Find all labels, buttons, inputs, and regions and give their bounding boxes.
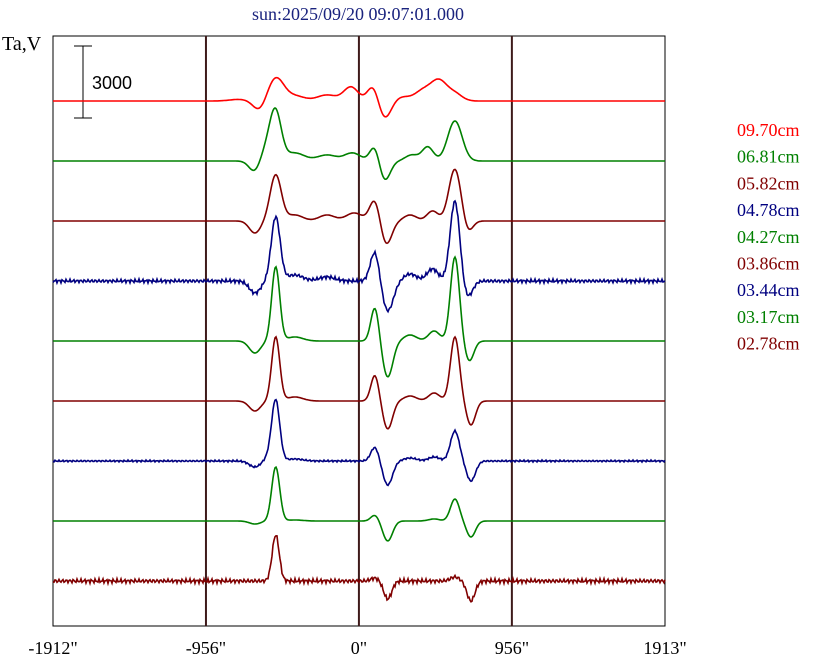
legend-entry: 04.27cm <box>737 227 800 247</box>
y-axis-label: Ta,V <box>2 33 42 55</box>
x-tick-label: 1913" <box>643 638 686 658</box>
scale-bar: 3000 <box>74 45 132 119</box>
series-line-09.70cm <box>53 76 665 118</box>
series-line-04.27cm <box>53 255 665 378</box>
series-line-04.78cm <box>52 199 666 314</box>
legend-entry: 03.86cm <box>737 254 800 274</box>
x-tick-label: -1912" <box>28 638 77 658</box>
legend-entry: 02.78cm <box>737 334 800 354</box>
legend-entry: 09.70cm <box>737 120 800 140</box>
scale-bar-label: 3000 <box>92 73 132 93</box>
series-line-03.44cm <box>52 398 666 487</box>
legend-entry: 06.81cm <box>737 147 800 167</box>
series-line-06.81cm <box>53 107 665 180</box>
series-line-03.17cm <box>53 465 665 542</box>
legend-entry: 03.17cm <box>737 307 800 327</box>
series-traces <box>52 76 666 603</box>
legend-entry: 05.82cm <box>737 173 800 193</box>
x-tick-label: 0" <box>351 638 367 658</box>
series-line-05.82cm <box>53 168 665 245</box>
x-tick-labels: -1912" -956" 0" 956" 1913" <box>28 638 686 658</box>
legend-entry: 04.78cm <box>737 200 800 220</box>
legend: 09.70cm 06.81cm 05.82cm 04.78cm 04.27cm 03.86… <box>737 120 800 354</box>
x-tick-label: 956" <box>495 638 529 658</box>
x-tick-label: -956" <box>186 638 226 658</box>
vertical-markers <box>204 36 513 626</box>
legend-entry: 03.44cm <box>737 280 800 300</box>
chart-title: sun:2025/09/20 09:07:01.000 <box>252 4 464 24</box>
series-line-03.86cm <box>53 335 665 430</box>
series-line-02.78cm <box>52 534 666 603</box>
